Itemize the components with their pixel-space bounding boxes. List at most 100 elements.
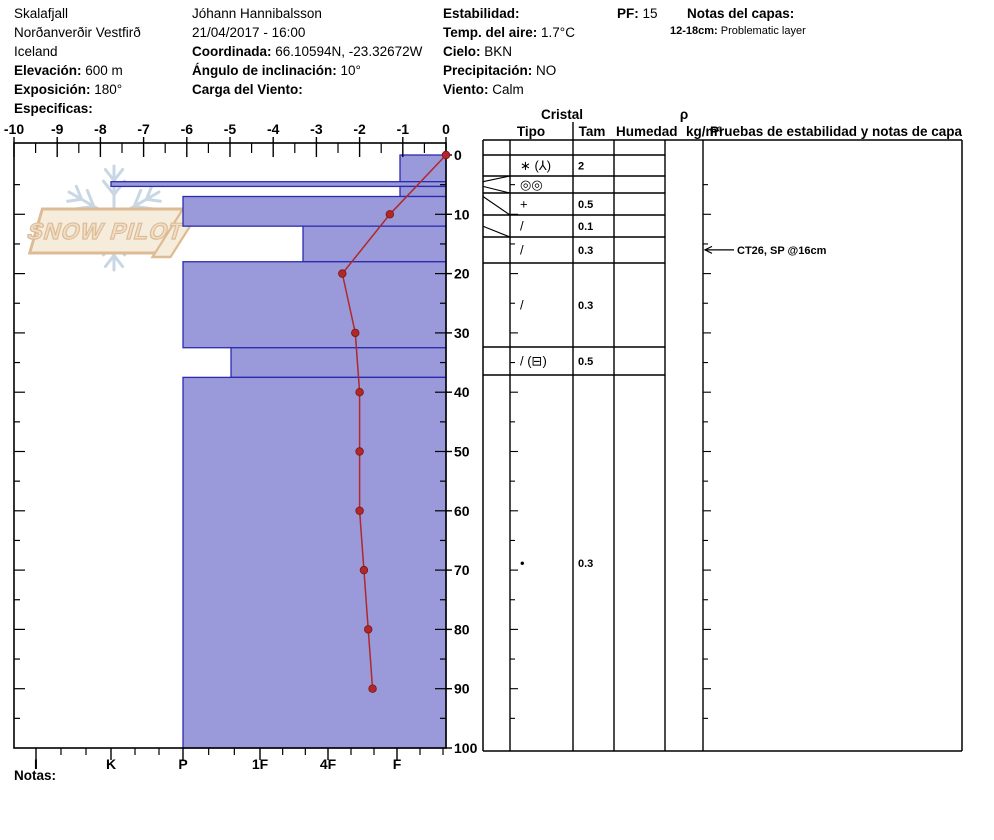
layer-notes-title: Notas del capas:	[687, 4, 794, 23]
grain-size-value: 0.3	[578, 558, 593, 570]
header-field-value: BKN	[480, 44, 513, 59]
header-field-label: Estabilidad:	[443, 6, 520, 21]
temperature-point	[441, 150, 451, 160]
header-line: Exposición: 180°	[14, 80, 141, 99]
snowflake-branch	[144, 197, 162, 203]
depth-axis-label: 90	[454, 681, 470, 697]
grain-size-value: 0.5	[578, 199, 593, 211]
temp-axis-label: -10	[4, 121, 24, 137]
grain-size-value: 2	[578, 161, 584, 173]
header-field-label: Coordinada:	[192, 44, 272, 59]
depth-axis-label: 40	[454, 384, 470, 400]
header-line: Iceland	[14, 42, 141, 61]
header-field-value: Skalafjall	[14, 6, 69, 21]
header-line: Elevación: 600 m	[14, 61, 141, 80]
snowflake-branch	[103, 167, 116, 183]
temp-axis-label: 0	[442, 121, 450, 137]
temp-axis-label: -7	[137, 121, 150, 137]
temperature-point	[351, 328, 360, 338]
temp-axis-label: -6	[181, 121, 194, 137]
table-header-tipo: Tipo	[517, 124, 545, 139]
table-header-rho: ρ	[680, 107, 688, 122]
header-line: Norðanverðir Vestfirð	[14, 23, 141, 42]
header-field-label: Cielo:	[443, 44, 481, 59]
depth-axis-label: 80	[454, 621, 470, 637]
header-field-label: Temp. del aire:	[443, 25, 538, 40]
temperature-point	[355, 447, 364, 456]
crystal-type-symbol: /	[520, 298, 524, 313]
notes-label: Notas:	[14, 768, 57, 783]
observer-info: Jóhann Hannibalsson 21/04/2017 - 16:00 Coo…	[192, 4, 422, 99]
header-field-value: 15	[638, 6, 658, 21]
crystal-type-symbol: ◎◎	[520, 177, 543, 192]
temp-axis-label: -3	[310, 121, 323, 137]
depth-axis-label: 30	[454, 325, 470, 341]
snowflake-branch	[66, 197, 84, 203]
header-field-value: Iceland	[14, 44, 58, 59]
header-field-label: Precipitación:	[443, 63, 533, 78]
snow-layer-bar	[399, 154, 447, 183]
snow-layer-bar	[302, 225, 447, 263]
header-field-value: 1.7°C	[537, 25, 575, 40]
crystal-type-symbol: /	[520, 219, 524, 234]
header-field-label: Exposición:	[14, 82, 91, 97]
logo-text: SNOW PILOT	[25, 218, 188, 243]
depth-axis-label: 10	[454, 206, 470, 222]
temp-axis-label: -8	[94, 121, 107, 137]
temperature-point	[385, 210, 395, 219]
header-field-value: 180°	[90, 82, 123, 97]
header-field-label: Ángulo de inclinación:	[192, 63, 337, 78]
header-line: Precipitación: NO	[443, 61, 575, 80]
site-info: Skalafjall Norðanverðir Vestfirð Iceland El…	[14, 4, 141, 118]
crystal-type-symbol: /	[520, 243, 524, 258]
grain-size-value: 0.5	[578, 356, 593, 368]
layer-note: 12-18cm: Problematic layer	[670, 25, 806, 37]
header-line: Estabilidad:	[443, 4, 575, 23]
header-line: Ángulo de inclinación: 10°	[192, 61, 422, 80]
header-field-value: 66.10594N, -23.32672W	[271, 44, 423, 59]
snowflake-branch	[144, 184, 154, 201]
temperature-point	[355, 506, 364, 515]
header-line: Coordinada: 66.10594N, -23.32672W	[192, 42, 422, 61]
hardness-axis-label: 1F	[252, 756, 269, 772]
table-header-tam: Tam	[579, 124, 606, 139]
crystal-type-symbol: ∗ (⅄)	[520, 158, 551, 173]
temperature-point	[355, 388, 364, 397]
snow-layer-bar	[182, 376, 447, 749]
table-header-cristal: Cristal	[541, 107, 583, 122]
header-field-label: Elevación:	[14, 63, 82, 78]
table-header-rho-unit: kg/m³	[686, 124, 723, 139]
grain-size-value: 0.1	[578, 221, 593, 233]
temperature-point	[364, 625, 373, 634]
hardness-axis-label: P	[178, 756, 187, 772]
crystal-type-symbol: / (⊟)	[520, 354, 547, 369]
header-line: Viento: Calm	[443, 80, 575, 99]
header-field-value: 21/04/2017 - 16:00	[192, 25, 306, 40]
header-field-value: Jóhann Hannibalsson	[192, 6, 322, 21]
snowflake-branch	[112, 167, 125, 183]
snowflake-branch	[132, 188, 143, 208]
header-line: Skalafjall	[14, 4, 141, 23]
test-arrow-head	[703, 245, 713, 254]
snow-layer-bar	[182, 261, 447, 349]
layer-note-range: 12-18cm:	[670, 25, 718, 37]
header-line: Cielo: BKN	[443, 42, 575, 61]
snowflake-branch	[74, 184, 84, 201]
hardness-axis-label: I	[34, 756, 38, 772]
header-field-label: Notas del capas:	[687, 6, 795, 21]
snow-layer-bar	[230, 347, 447, 379]
temp-axis-label: -2	[353, 121, 366, 137]
header-field-value: 600 m	[81, 63, 123, 78]
header-line: Jóhann Hannibalsson	[192, 4, 422, 23]
header-field-value: 10°	[336, 63, 361, 78]
temp-axis-label: -5	[224, 121, 237, 137]
header-line: 21/04/2017 - 16:00	[192, 23, 422, 42]
temperature-point	[359, 565, 369, 575]
hardness-axis-label: K	[106, 756, 116, 772]
header-line: Carga del Viento:	[192, 80, 422, 99]
temperature-point	[368, 684, 377, 693]
snow-layer-bar	[110, 181, 447, 188]
header-line: Especificas:	[14, 99, 141, 118]
snowflake-branch	[112, 253, 125, 269]
